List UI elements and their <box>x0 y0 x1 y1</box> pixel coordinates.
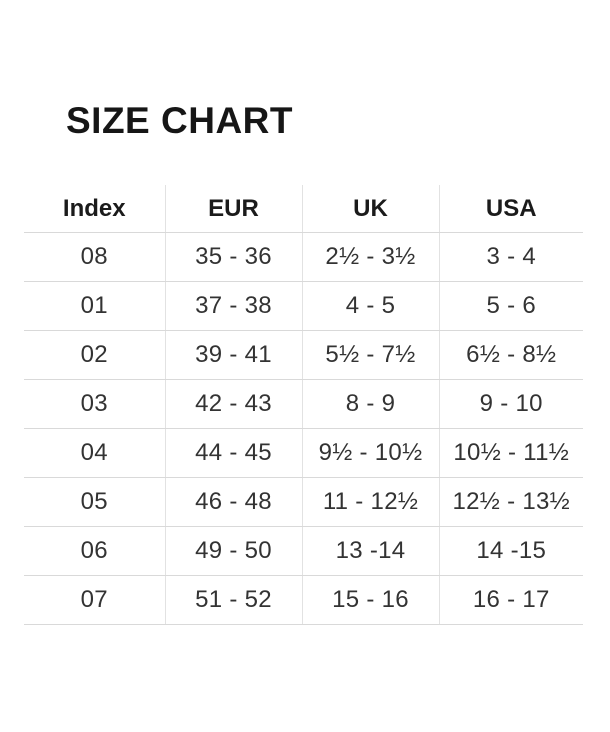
cell-usa: 10½ - 11½ <box>439 428 583 478</box>
table-row: 03 42 - 43 8 - 9 9 - 10 <box>24 379 583 429</box>
cell-eur: 37 - 38 <box>165 281 303 331</box>
column-header-index: Index <box>24 185 166 233</box>
cell-index: 02 <box>24 330 166 380</box>
cell-uk: 9½ - 10½ <box>302 428 440 478</box>
cell-index: 07 <box>24 575 166 625</box>
table-row: 05 46 - 48 11 - 12½ 12½ - 13½ <box>24 477 583 527</box>
cell-eur: 46 - 48 <box>165 477 303 527</box>
table-row: 06 49 - 50 13 -14 14 -15 <box>24 526 583 576</box>
cell-usa: 12½ - 13½ <box>439 477 583 527</box>
column-header-eur: EUR <box>165 185 303 233</box>
table-row: 02 39 - 41 5½ - 7½ 6½ - 8½ <box>24 330 583 380</box>
size-chart-table: Index EUR UK USA 08 35 - 36 2½ - 3½ 3 - … <box>24 185 583 625</box>
cell-index: 01 <box>24 281 166 331</box>
cell-index: 04 <box>24 428 166 478</box>
cell-uk: 15 - 16 <box>302 575 440 625</box>
header-row: Index EUR UK USA <box>24 185 583 233</box>
page-title: SIZE CHART <box>66 100 293 141</box>
cell-uk: 8 - 9 <box>302 379 440 429</box>
cell-eur: 39 - 41 <box>165 330 303 380</box>
table-row: 04 44 - 45 9½ - 10½ 10½ - 11½ <box>24 428 583 478</box>
cell-eur: 51 - 52 <box>165 575 303 625</box>
cell-eur: 35 - 36 <box>165 232 303 282</box>
cell-eur: 44 - 45 <box>165 428 303 478</box>
cell-uk: 4 - 5 <box>302 281 440 331</box>
cell-index: 05 <box>24 477 166 527</box>
cell-uk: 5½ - 7½ <box>302 330 440 380</box>
cell-usa: 5 - 6 <box>439 281 583 331</box>
column-header-uk: UK <box>302 185 440 233</box>
cell-usa: 6½ - 8½ <box>439 330 583 380</box>
cell-index: 06 <box>24 526 166 576</box>
cell-usa: 9 - 10 <box>439 379 583 429</box>
cell-eur: 49 - 50 <box>165 526 303 576</box>
cell-uk: 2½ - 3½ <box>302 232 440 282</box>
column-header-usa: USA <box>439 185 583 233</box>
cell-index: 08 <box>24 232 166 282</box>
table-row: 07 51 - 52 15 - 16 16 - 17 <box>24 575 583 625</box>
cell-eur: 42 - 43 <box>165 379 303 429</box>
table-row: 01 37 - 38 4 - 5 5 - 6 <box>24 281 583 331</box>
cell-uk: 11 - 12½ <box>302 477 440 527</box>
cell-usa: 16 - 17 <box>439 575 583 625</box>
cell-usa: 14 -15 <box>439 526 583 576</box>
cell-usa: 3 - 4 <box>439 232 583 282</box>
table-row: 08 35 - 36 2½ - 3½ 3 - 4 <box>24 232 583 282</box>
cell-index: 03 <box>24 379 166 429</box>
cell-uk: 13 -14 <box>302 526 440 576</box>
